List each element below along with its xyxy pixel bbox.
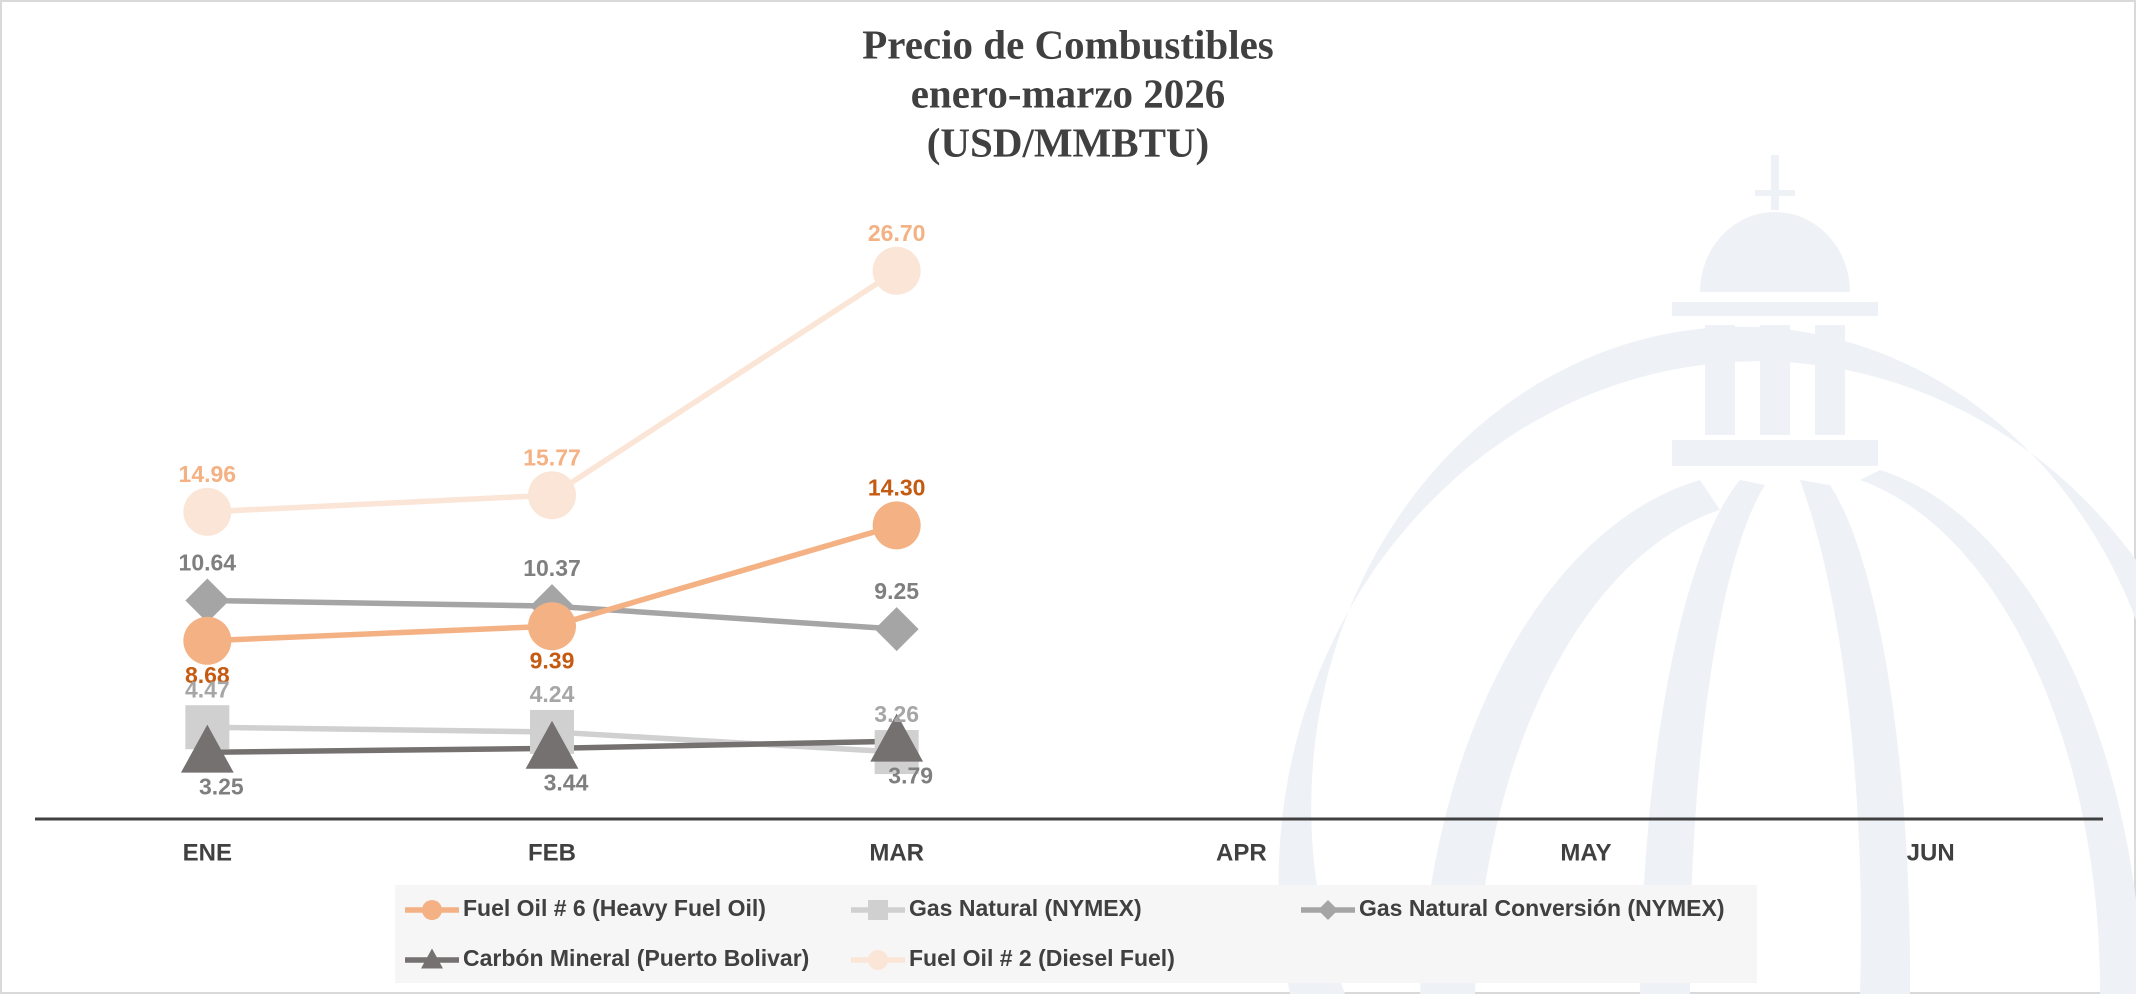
data-label: 14.30 [868,474,926,500]
data-label: 3.79 [888,762,933,788]
x-tick-label: APR [1216,839,1267,866]
data-label: 3.26 [874,701,919,727]
data-point [528,471,576,520]
legend-item: Fuel Oil # 2 (Diesel Fuel) [851,945,1175,971]
legend-item: Gas Natural (NYMEX) [851,895,1142,921]
legend-label: Gas Natural Conversión (NYMEX) [1359,895,1725,921]
data-label: 10.64 [179,550,237,576]
data-point [183,487,232,536]
data-label: 9.39 [530,647,575,673]
data-label: 3.25 [199,773,244,799]
data-point [525,720,579,769]
chart-title: Precio de Combustibles [862,21,1274,67]
legend-label: Fuel Oil # 2 (Diesel Fuel) [909,945,1175,971]
data-label: 3.44 [544,769,589,795]
legend-label: Carbón Mineral (Puerto Bolivar) [463,945,809,971]
data-label: 14.96 [179,461,237,487]
x-tick-label: MAY [1560,839,1611,866]
legend-swatch-marker [1318,900,1338,920]
x-tick-label: JUN [1907,839,1955,866]
legend-swatch-marker [868,900,888,920]
data-point [183,616,232,665]
data-label: 4.24 [530,681,575,707]
data-point [528,602,576,651]
data-label: 9.25 [874,578,919,604]
data-label: 26.70 [868,220,926,246]
legend-box [395,885,1757,983]
chart-subtitle: enero-marzo 2026 [911,70,1226,116]
legend-swatch-marker [422,900,442,920]
data-label: 15.77 [523,444,581,470]
legend-item: Carbón Mineral (Puerto Bolivar) [405,945,809,971]
data-point [870,713,924,762]
data-point [185,578,230,623]
data-point [180,724,234,773]
data-point [872,501,921,550]
data-label: 4.47 [185,676,230,702]
legend-label: Fuel Oil # 6 (Heavy Fuel Oil) [463,895,766,921]
legend-swatch-marker [868,950,888,970]
data-label: 8.68 [185,662,230,688]
x-tick-label: FEB [528,839,576,866]
legend-swatch-marker [421,948,443,969]
x-tick-label: MAR [869,839,924,866]
chart-units: (USD/MMBTU) [927,119,1209,165]
data-point [872,246,921,295]
legend-item: Fuel Oil # 6 (Heavy Fuel Oil) [405,895,766,921]
x-tick-label: ENE [183,839,232,866]
legend-item: Gas Natural Conversión (NYMEX) [1301,895,1725,921]
data-point [874,607,919,652]
legend-label: Gas Natural (NYMEX) [909,895,1142,921]
data-label: 10.37 [523,555,581,581]
